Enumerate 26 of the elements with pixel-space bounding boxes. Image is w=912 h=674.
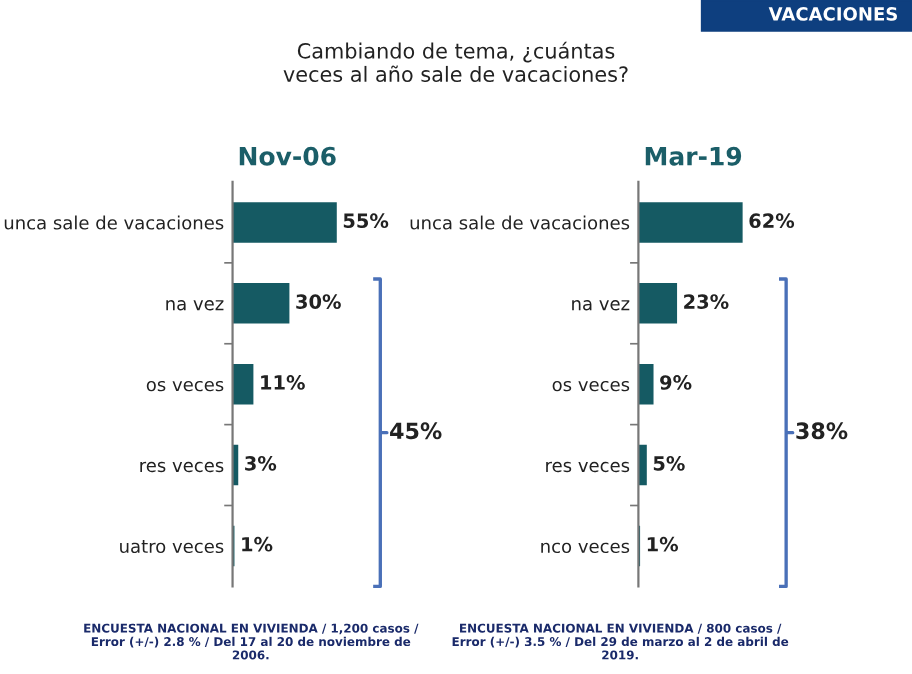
- y-tick-label: nco veces: [541, 542, 630, 554]
- text: 38%: [796, 422, 848, 440]
- data-label: 30%: [296, 294, 341, 309]
- y-tick-label: res veces: [140, 461, 224, 473]
- y-tick-label: res veces: [546, 461, 630, 473]
- data-label: 11%: [261, 375, 305, 390]
- y-tick-label: unca sale de vacaciones: [410, 215, 630, 230]
- y-tick-label: na vez: [166, 300, 224, 311]
- data-label: 23%: [684, 294, 729, 309]
- data-label: 5%: [653, 455, 685, 471]
- data-label: 1%: [242, 536, 273, 552]
- y-tick-label: uatro veces: [120, 540, 224, 554]
- data-label: 62%: [749, 213, 795, 229]
- data-label: 9%: [660, 375, 692, 390]
- data-label: 1%: [647, 536, 679, 552]
- y-tick-label: na vez: [572, 300, 630, 311]
- text: VACACIONES: [768, 7, 897, 21]
- y-tick-label: os veces: [146, 380, 224, 392]
- y-tick-label: os veces: [552, 380, 630, 392]
- data-label: 55%: [343, 213, 389, 229]
- text: Cambiando de tema, ¿cuántas veces al año sale de vacaciones?: [283, 41, 628, 83]
- data-label: 3%: [245, 455, 277, 471]
- y-tick-label: unca sale de vacaciones: [4, 215, 224, 230]
- text: 45%: [390, 422, 442, 440]
- chart-title: Nov-06: [239, 146, 336, 166]
- chart-title: Mar-19: [645, 146, 742, 166]
